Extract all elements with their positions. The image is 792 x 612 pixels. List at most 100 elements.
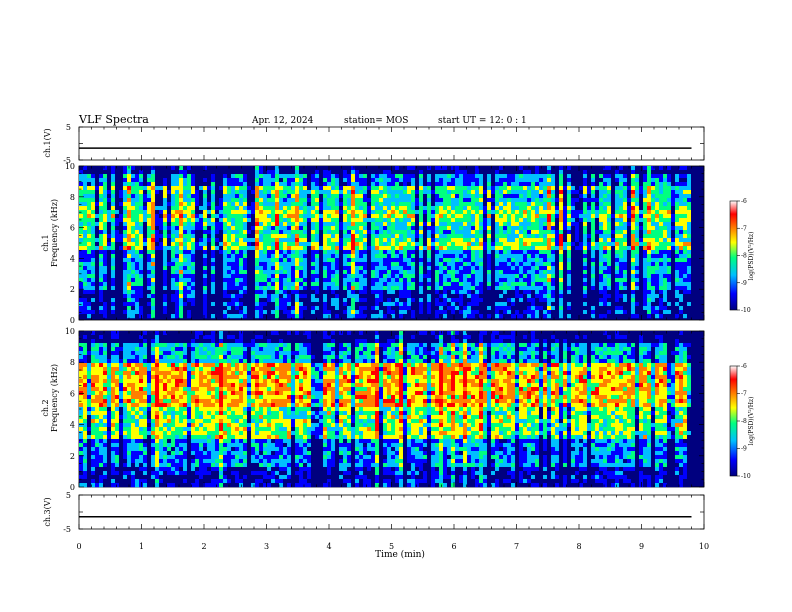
spectrogram-cell <box>367 194 371 199</box>
spectrogram-cell <box>527 254 531 259</box>
spectrogram-cell <box>275 310 279 315</box>
spectrogram-cell <box>299 170 303 175</box>
spectrogram-cell <box>199 294 203 299</box>
spectrogram-cell <box>91 282 95 287</box>
spectrogram-cell <box>575 230 579 235</box>
spectrogram-cell <box>539 262 543 267</box>
spectrogram-cell <box>287 310 291 315</box>
spectrogram-cell <box>343 294 347 299</box>
spectrogram-cell <box>143 266 147 271</box>
spectrogram-cell <box>243 170 247 175</box>
spectrogram-cell <box>83 166 87 171</box>
spectrogram-cell <box>495 182 499 187</box>
spectrogram-cell <box>531 226 535 231</box>
spectrogram-cell <box>135 298 139 303</box>
spectrogram-cell <box>407 182 411 187</box>
spectrogram-cell <box>95 238 99 243</box>
spectrogram-cell <box>363 302 367 307</box>
spectrogram-cell <box>343 234 347 239</box>
spectrogram-cell <box>207 182 211 187</box>
spectrogram-cell <box>339 210 343 215</box>
spectrogram-cell <box>375 226 379 231</box>
spectrogram-cell <box>371 198 375 203</box>
spectrogram-cell <box>183 306 187 311</box>
spectrogram-cell <box>87 206 91 211</box>
spectrogram-cell <box>487 186 491 191</box>
spectrogram-cell <box>415 302 419 307</box>
spectrogram-cell <box>163 266 167 271</box>
spectrogram-cell <box>427 194 431 199</box>
spectrogram-cell <box>427 230 431 235</box>
spectrogram-cell <box>115 214 119 219</box>
spectrogram-cell <box>599 190 603 195</box>
spectrogram-cell <box>147 246 151 251</box>
spectrogram-cell <box>303 314 307 319</box>
spectrogram-cell <box>323 238 327 243</box>
spectrogram-cell <box>243 258 247 263</box>
spectrogram-cell <box>395 170 399 175</box>
spectrogram-cell <box>511 230 515 235</box>
spectrogram-cell <box>223 166 227 171</box>
spectrogram-cell <box>355 278 359 283</box>
spectrogram-cell <box>83 186 87 191</box>
spectrogram-cell <box>99 238 103 243</box>
spectrogram-cell <box>423 262 427 267</box>
spectrogram-cell <box>291 202 295 207</box>
spectrogram-cell <box>291 298 295 303</box>
spectrogram-cell <box>123 290 127 295</box>
spectrogram-cell <box>223 222 227 227</box>
spectrogram-cell <box>463 250 467 255</box>
spectrogram-cell <box>387 234 391 239</box>
spectrogram-cell <box>591 194 595 199</box>
spectrogram-cell <box>211 270 215 275</box>
spectrogram-cell <box>527 222 531 227</box>
spectrogram-cell <box>407 202 411 207</box>
spectrogram-cell <box>351 302 355 307</box>
spectrogram-cell <box>251 178 255 183</box>
spectrogram-cell <box>219 286 223 291</box>
spectrogram-cell <box>427 234 431 239</box>
spectrogram-cell <box>523 270 527 275</box>
spectrogram-cell <box>367 278 371 283</box>
spectrogram-cell <box>499 190 503 195</box>
spectrogram-cell <box>243 238 247 243</box>
spectrogram-cell <box>491 302 495 307</box>
spectrogram-cell <box>547 278 551 283</box>
spectrogram-cell <box>175 258 179 263</box>
spectrogram-cell <box>583 250 587 255</box>
spectrogram-cell <box>595 270 599 275</box>
spectrogram-cell <box>519 218 523 223</box>
spectrogram-cell <box>227 246 231 251</box>
spectrogram-cell <box>331 302 335 307</box>
spectrogram-cell <box>575 274 579 279</box>
spectrogram-cell <box>127 302 131 307</box>
spectrogram-cell <box>263 238 267 243</box>
spectrogram-cell <box>487 166 491 171</box>
spectrogram-cell <box>139 186 143 191</box>
spectrogram-cell <box>503 174 507 179</box>
spectrogram-cell <box>543 166 547 171</box>
spectrogram-cell <box>355 258 359 263</box>
spectrogram-cell <box>175 254 179 259</box>
spectrogram-cell <box>319 262 323 267</box>
spectrogram-cell <box>499 262 503 267</box>
spectrogram-cell <box>507 270 511 275</box>
spectrogram-cell <box>227 226 231 231</box>
spectrogram-cell <box>323 210 327 215</box>
spectrogram-cell <box>323 310 327 315</box>
spectrogram-cell <box>219 290 223 295</box>
spectrogram-cell <box>407 302 411 307</box>
spectrogram-cell <box>191 286 195 291</box>
spectrogram-cell <box>399 222 403 227</box>
spectrogram-cell <box>139 218 143 223</box>
spectrogram-cell <box>103 254 107 259</box>
spectrogram-cell <box>207 186 211 191</box>
spectrogram-cell <box>151 178 155 183</box>
spectrogram-cell <box>527 234 531 239</box>
spectrogram-cell <box>487 202 491 207</box>
spectrogram-cell <box>103 198 107 203</box>
spectrogram-cell <box>187 238 191 243</box>
spectrogram-cell <box>515 186 519 191</box>
spectrogram-cell <box>143 286 147 291</box>
spectrogram-cell <box>479 222 483 227</box>
